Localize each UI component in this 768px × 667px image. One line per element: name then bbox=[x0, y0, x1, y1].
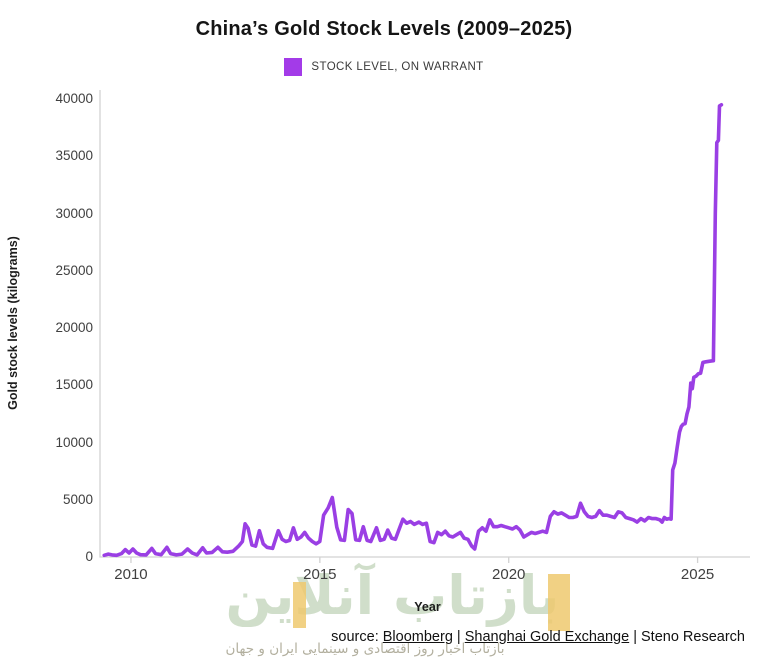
y-tick-label: 10000 bbox=[55, 434, 93, 450]
y-tick-label: 35000 bbox=[55, 148, 93, 164]
axis-lines bbox=[99, 90, 750, 558]
y-tick-label: 0 bbox=[85, 549, 93, 564]
x-tick-label: 2015 bbox=[303, 566, 337, 583]
x-tick-label: 2020 bbox=[492, 566, 526, 583]
legend-swatch-icon bbox=[284, 58, 303, 76]
watermark-accent-shape bbox=[548, 574, 570, 631]
x-axis-title: Year bbox=[414, 600, 441, 614]
watermark-text: بازتاب آنلاین bbox=[225, 564, 560, 627]
source-link-shanghai-gold-exchange[interactable]: Shanghai Gold Exchange bbox=[464, 629, 630, 645]
y-tick-label: 5000 bbox=[62, 491, 93, 507]
y-tick-label: 25000 bbox=[55, 262, 93, 278]
series-line bbox=[102, 103, 724, 558]
watermark-accent-shape bbox=[293, 582, 306, 628]
x-tick-label: 2025 bbox=[680, 566, 715, 583]
y-tick-label: 15000 bbox=[55, 377, 93, 393]
y-tick-label: 30000 bbox=[55, 205, 93, 221]
watermark-subtitle: بازتاب اخبار روز اقتصادی و سینمایی ایران… bbox=[225, 641, 505, 657]
source-line: source: Bloomberg | Shanghai Gold Exchan… bbox=[331, 629, 745, 645]
source-separator: | bbox=[452, 629, 465, 645]
x-tick-label: 2010 bbox=[114, 566, 148, 583]
legend-label: STOCK LEVEL, ON WARRANT bbox=[311, 61, 484, 73]
y-tick-label: 20000 bbox=[55, 320, 93, 336]
source-link-bloomberg[interactable]: Bloomberg bbox=[382, 629, 453, 645]
chart-title: China’s Gold Stock Levels (2009–2025) bbox=[195, 18, 573, 40]
source-separator: | bbox=[629, 629, 642, 645]
source-tail: Steno Research bbox=[641, 629, 745, 645]
y-axis-title: Gold stock levels (kilograms) bbox=[6, 236, 20, 410]
y-tick-label: 40000 bbox=[55, 91, 93, 107]
source-prefix: source: bbox=[331, 629, 383, 645]
legend: STOCK LEVEL, ON WARRANT bbox=[0, 58, 768, 76]
